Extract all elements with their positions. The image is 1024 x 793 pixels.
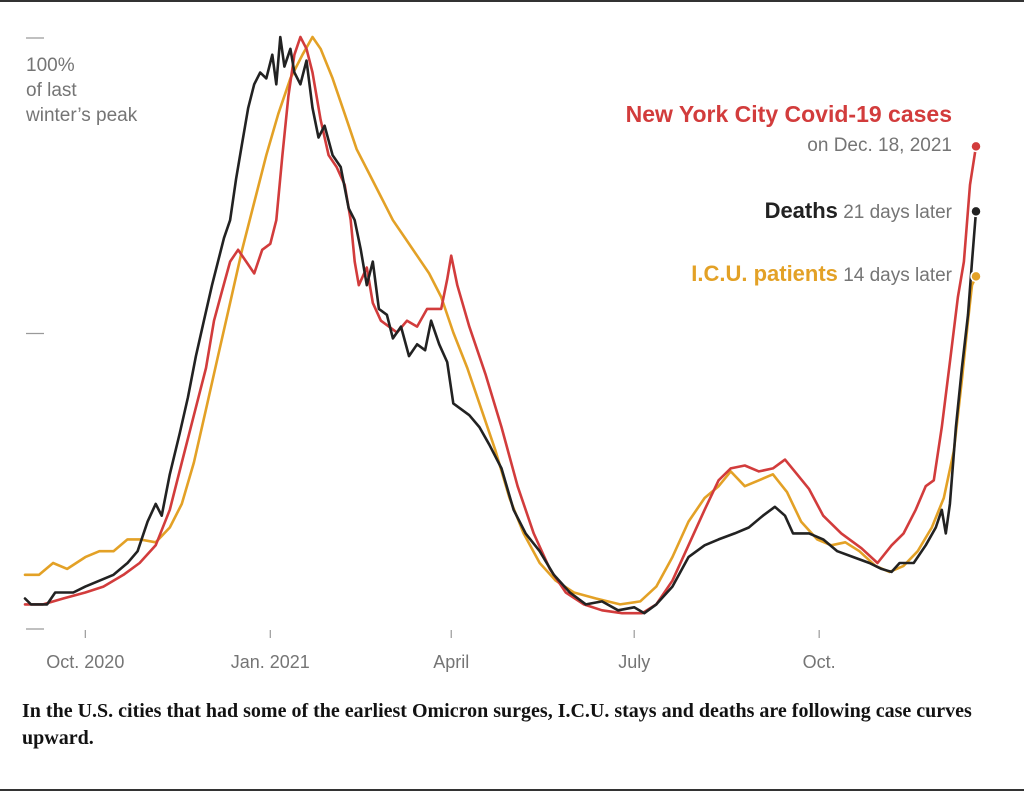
y-axis-ticks (26, 37, 44, 630)
legend-label-icu: I.C.U. patients 14 days later (691, 261, 952, 287)
x-tick-label: Oct. (803, 652, 836, 672)
series-endpoints (970, 140, 982, 283)
y-axis-label-line-2: of last (26, 80, 77, 101)
x-tick-label: Jan. 2021 (231, 652, 310, 672)
y-axis-label: 100% of last winter’s peak (26, 53, 137, 128)
y-axis-label-line-1: 100% (26, 55, 75, 76)
top-rule (0, 0, 1024, 2)
series-line-icu (23, 35, 978, 606)
legend-label-icu-rest: 14 days later (843, 265, 952, 286)
endpoint-dot-icu (970, 270, 982, 283)
x-axis: Oct. 2020 Jan. 2021 April July Oct. (46, 630, 836, 672)
x-tick-label: Oct. 2020 (46, 652, 124, 672)
y-axis-label-line-3: winter’s peak (26, 105, 138, 126)
x-tick-label: April (433, 652, 469, 672)
x-tick-label: July (618, 652, 650, 672)
series-line-deaths (23, 35, 978, 615)
legend-sublabel-cases: on Dec. 18, 2021 (807, 135, 952, 156)
series-lines (23, 35, 978, 615)
endpoint-dot-deaths (970, 205, 982, 218)
legend-label-deaths-rest: 21 days later (843, 202, 952, 223)
endpoint-dot-cases (970, 140, 982, 153)
series-line-cases (23, 35, 978, 615)
chart-caption: In the U.S. cities that had some of the … (22, 700, 972, 749)
line-chart: Oct. 2020 Jan. 2021 April July Oct. (23, 35, 982, 672)
legend-label-deaths: Deaths 21 days later (765, 198, 952, 224)
bottom-rule (0, 789, 1024, 791)
legend-label-icu-bold: I.C.U. patients (691, 261, 838, 286)
legend-label-cases: New York City Covid-19 cases (625, 101, 952, 127)
legend-label-deaths-bold: Deaths (764, 198, 838, 223)
